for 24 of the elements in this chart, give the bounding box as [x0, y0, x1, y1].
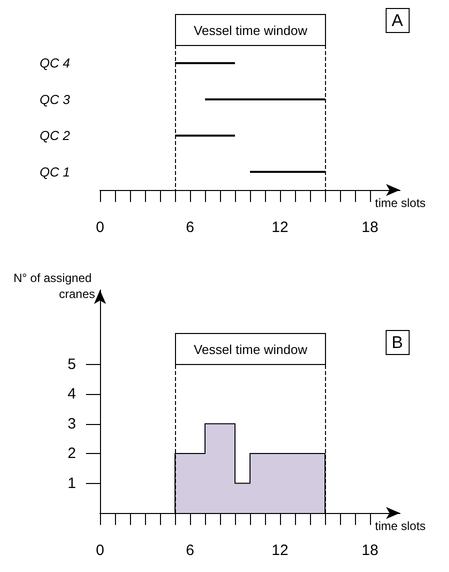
x-tick-label: 18: [362, 219, 378, 236]
y-tick-label: QC 1: [40, 164, 70, 180]
label-box: Vessel time window: [175, 14, 326, 46]
x-tick-label: 0: [96, 542, 104, 559]
x-tick-label: 0: [96, 219, 104, 236]
y-tick-label: 2: [68, 445, 76, 462]
x-tick-label: 6: [186, 219, 194, 236]
chart-title: A: [392, 11, 404, 30]
x-tick-label: 12: [272, 219, 288, 236]
y-axis-title: N° of assigned cranes: [13, 271, 95, 301]
y-tick-label: 5: [68, 356, 76, 373]
x-tick-label: 6: [186, 542, 194, 559]
y-tick-label: QC 2: [40, 128, 71, 144]
label-box: Vessel time window: [175, 333, 326, 366]
x-tick-label: 12: [272, 542, 288, 559]
y-tick-label: 1: [68, 474, 76, 492]
x-axis-title: time slots: [375, 196, 426, 210]
x-tick-label: 18: [362, 542, 378, 559]
x-axis-title: time slots: [375, 519, 426, 533]
text: B: [392, 333, 404, 352]
y-tick-label: 3: [68, 415, 76, 432]
y-tick-label: QC 3: [40, 92, 71, 107]
y-tick-label: QC 4: [40, 56, 70, 71]
y-tick-label: 4: [68, 386, 76, 403]
